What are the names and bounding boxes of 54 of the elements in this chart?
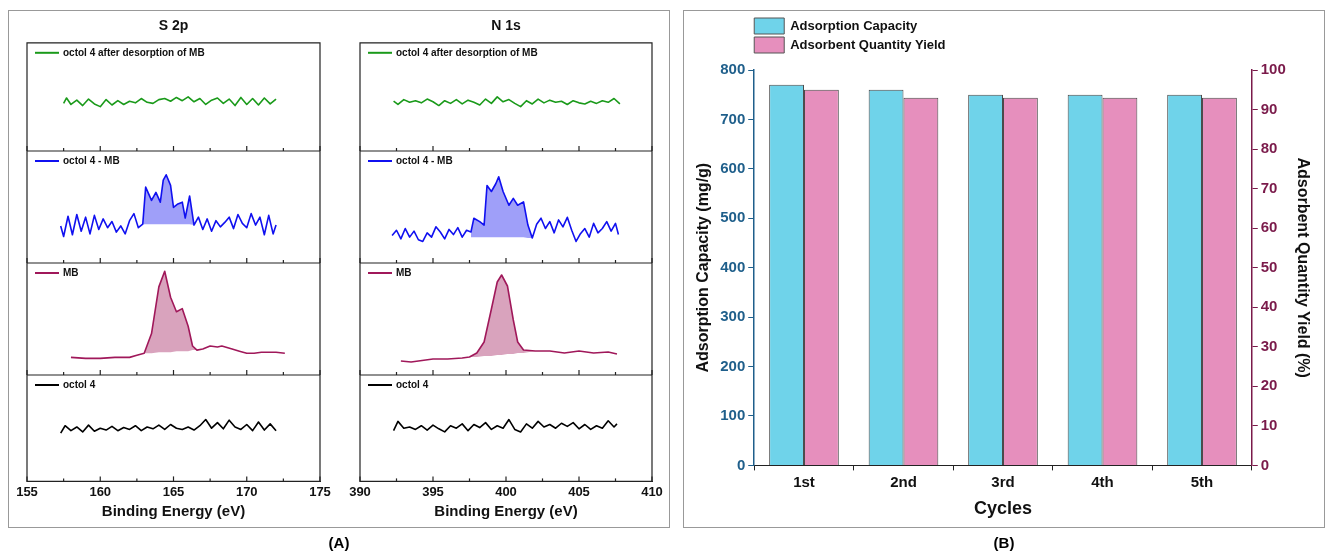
y2-tick-label: 70	[1260, 178, 1278, 196]
x-tick-label: 410	[641, 483, 663, 499]
x-tick-label: 155	[16, 483, 38, 499]
x-axis-title: Cycles	[973, 498, 1033, 519]
x-tick-label: 175	[309, 483, 331, 499]
x-tick-label: 4th	[1091, 472, 1114, 490]
x-tick-label: 170	[235, 483, 258, 499]
y2-tick-label: 100	[1260, 60, 1286, 78]
legend-label: MB	[396, 266, 412, 278]
y2-tick-label: 60	[1260, 218, 1278, 236]
legend-label: octol 4	[396, 378, 429, 390]
y-tick-label: 800	[720, 60, 746, 78]
x-axis-title: Binding Energy (eV)	[434, 502, 578, 520]
text: (B)	[992, 534, 1016, 551]
y-axis-title: Adsorption Capacity (mg/g)	[694, 162, 712, 373]
legend-label: Adsorbent Quantity Yield	[790, 36, 946, 52]
y-tick-label: 500	[720, 208, 746, 226]
x-tick-label: 405	[568, 483, 590, 499]
y2-axis-title: Adsorbent Quantity Yield (%)	[1294, 157, 1312, 378]
y-tick-label: 700	[720, 109, 746, 127]
text: (A)	[327, 534, 351, 551]
legend-label: MB	[63, 266, 79, 278]
x-tick-label: 390	[349, 483, 371, 499]
y2-tick-label: 30	[1260, 336, 1278, 354]
legend-label: octol 4 - MB	[396, 154, 453, 166]
x-tick-label: 3rd	[991, 472, 1015, 490]
y2-tick-label: 40	[1260, 297, 1278, 315]
legend-label: Adsorption Capacity	[790, 17, 919, 33]
y-tick-label: 200	[720, 356, 746, 374]
x-tick-label: 5th	[1190, 472, 1214, 490]
x-tick-label: 160	[89, 483, 112, 499]
x-tick-label: 2nd	[890, 472, 917, 490]
y-tick-label: 400	[720, 257, 746, 275]
x-tick-label: 165	[162, 483, 185, 499]
y-tick-label: 0	[736, 455, 746, 473]
y-tick-label: 300	[720, 307, 746, 325]
y2-tick-label: 80	[1260, 139, 1278, 157]
y2-tick-label: 50	[1260, 257, 1278, 275]
y2-tick-label: 90	[1260, 99, 1278, 117]
legend-label: octol 4	[63, 378, 96, 390]
legend-label: octol 4 after desorption of MB	[63, 46, 205, 58]
x-tick-label: 400	[495, 483, 517, 499]
x-tick-label: 395	[422, 483, 444, 499]
legend-label: octol 4 - MB	[63, 154, 120, 166]
y2-tick-label: 10	[1260, 416, 1278, 433]
y-tick-label: 600	[720, 158, 746, 176]
x-axis-title: Binding Energy (eV)	[101, 502, 246, 520]
x-tick-label: 1st	[793, 472, 815, 490]
y-tick-label: 100	[720, 406, 746, 424]
legend-label: octol 4 after desorption of MB	[396, 46, 538, 58]
chart-title: S 2p	[158, 17, 189, 34]
chart-title: N 1s	[491, 17, 521, 34]
y2-tick-label: 20	[1260, 376, 1278, 394]
y2-tick-label: 0	[1260, 455, 1270, 473]
